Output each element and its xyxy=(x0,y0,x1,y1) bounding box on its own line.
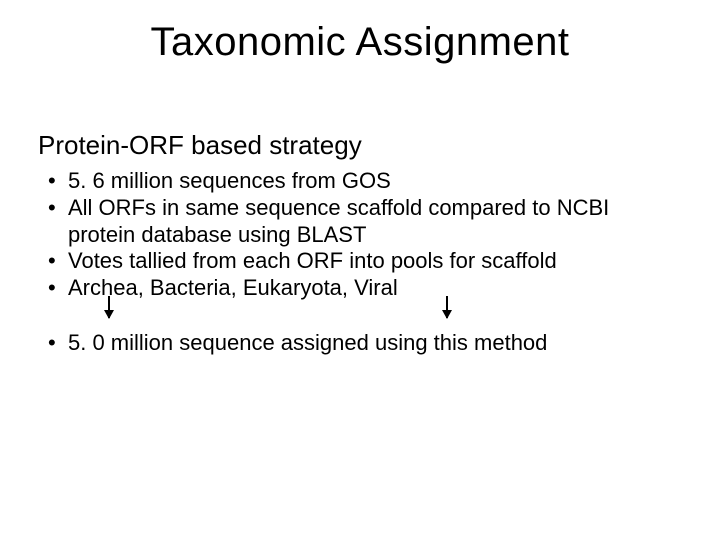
list-item: Archea, Bacteria, Eukaryota, Viral xyxy=(38,275,660,302)
list-item: All ORFs in same sequence scaffold compa… xyxy=(38,195,660,249)
spacer xyxy=(38,302,660,330)
arrow-icon xyxy=(108,296,110,318)
list-item: 5. 6 million sequences from GOS xyxy=(38,168,660,195)
slide-title: Taxonomic Assignment xyxy=(0,20,720,65)
list-item: 5. 0 million sequence assigned using thi… xyxy=(38,330,660,357)
bullet-list-top: 5. 6 million sequences from GOS All ORFs… xyxy=(38,168,660,302)
bullet-list-bottom: 5. 0 million sequence assigned using thi… xyxy=(38,330,660,357)
slide: Taxonomic Assignment Protein-ORF based s… xyxy=(0,0,720,540)
list-item: Votes tallied from each ORF into pools f… xyxy=(38,248,660,275)
slide-subtitle: Protein-ORF based strategy xyxy=(38,130,362,161)
bullet-region: 5. 6 million sequences from GOS All ORFs… xyxy=(38,168,660,357)
arrow-icon xyxy=(446,296,448,318)
